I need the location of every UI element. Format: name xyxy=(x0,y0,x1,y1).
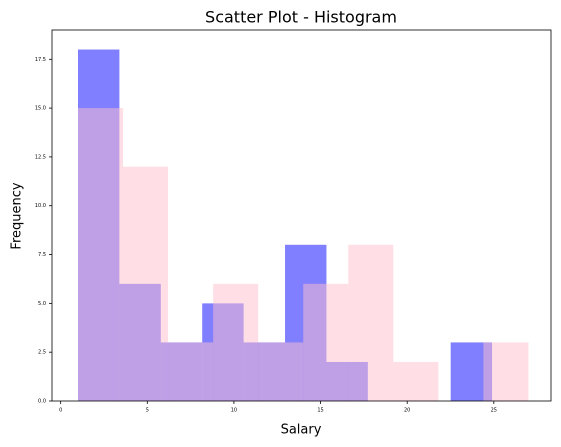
bar xyxy=(258,342,304,401)
plot-frame xyxy=(51,29,552,402)
y-tick-label: 12.5 xyxy=(35,154,46,160)
y-tick-label: 7.5 xyxy=(38,252,46,258)
x-tick-label: 5 xyxy=(146,408,149,414)
y-tick-label: 17.5 xyxy=(35,57,46,63)
x-tick-label: 25 xyxy=(491,408,497,414)
bar xyxy=(483,342,529,401)
bar xyxy=(393,361,439,401)
x-tick-label: 10 xyxy=(231,408,237,414)
y-axis-label: Frequency xyxy=(10,182,25,249)
x-tick-label: 20 xyxy=(404,408,410,414)
bar xyxy=(303,283,349,401)
y-tick-label: 15.0 xyxy=(35,106,46,112)
bar xyxy=(168,342,214,401)
y-tick-label: 0.0 xyxy=(38,399,46,405)
x-tick-label: 0 xyxy=(59,408,62,414)
chart-title: Scatter Plot - Histogram xyxy=(205,8,397,27)
y-tick-label: 10.0 xyxy=(35,203,46,209)
bar xyxy=(348,244,394,401)
y-tick-label: 2.5 xyxy=(38,350,46,356)
bar xyxy=(213,283,259,401)
x-axis-label: Salary xyxy=(281,423,322,438)
bar xyxy=(123,166,169,401)
y-tick-label: 5.0 xyxy=(38,301,46,307)
bar xyxy=(77,108,124,402)
x-tick-label: 15 xyxy=(317,408,323,414)
